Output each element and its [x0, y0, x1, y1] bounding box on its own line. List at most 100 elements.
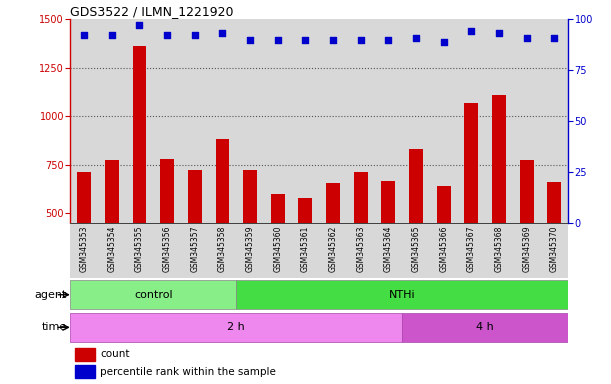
Text: GSM345365: GSM345365 [412, 225, 420, 272]
Bar [375, 223, 402, 278]
Text: 4 h: 4 h [477, 322, 494, 333]
Text: GSM345363: GSM345363 [356, 225, 365, 272]
Bar [409, 149, 423, 310]
Bar [264, 223, 291, 278]
Text: GSM345354: GSM345354 [108, 225, 116, 272]
Bar [458, 19, 485, 223]
Bar [77, 172, 91, 310]
Text: GSM345369: GSM345369 [522, 225, 531, 272]
Point [134, 22, 144, 28]
Text: GSM345358: GSM345358 [218, 225, 227, 272]
Text: control: control [134, 290, 172, 300]
Point [467, 28, 477, 35]
Bar [492, 95, 506, 310]
Text: GSM345356: GSM345356 [163, 225, 172, 272]
Bar [381, 181, 395, 310]
Bar [402, 19, 430, 223]
Bar [375, 19, 402, 223]
Text: GSM345357: GSM345357 [190, 225, 199, 272]
Point [218, 30, 227, 36]
Text: GSM345367: GSM345367 [467, 225, 476, 272]
Bar [98, 223, 126, 278]
Bar [485, 19, 513, 223]
Point [549, 35, 559, 41]
Point [328, 36, 338, 43]
Text: GSM345353: GSM345353 [79, 225, 89, 272]
Bar [98, 19, 126, 223]
Bar [243, 170, 257, 310]
Bar [236, 19, 264, 223]
Point [522, 35, 532, 41]
Bar [299, 199, 312, 310]
Bar [126, 19, 153, 223]
Bar [208, 223, 236, 278]
Text: GSM345359: GSM345359 [246, 225, 255, 272]
Bar [70, 280, 236, 310]
Text: GDS3522 / ILMN_1221920: GDS3522 / ILMN_1221920 [70, 5, 234, 18]
Bar [70, 19, 98, 223]
Bar [464, 103, 478, 310]
Text: GSM345362: GSM345362 [329, 225, 338, 272]
Point [273, 36, 283, 43]
Point [301, 36, 310, 43]
Bar [402, 223, 430, 278]
Bar [320, 223, 347, 278]
Bar [126, 223, 153, 278]
Bar [264, 19, 291, 223]
Bar [75, 365, 95, 378]
Bar [291, 223, 320, 278]
Bar [160, 159, 174, 310]
Bar [485, 223, 513, 278]
Text: time: time [42, 322, 67, 333]
Text: GSM345366: GSM345366 [439, 225, 448, 272]
Bar [105, 160, 119, 310]
Bar [70, 223, 98, 278]
Bar [291, 19, 320, 223]
Text: GSM345360: GSM345360 [273, 225, 282, 272]
Text: NTHi: NTHi [389, 290, 415, 300]
Bar [153, 223, 181, 278]
Point [162, 32, 172, 38]
Text: count: count [100, 349, 130, 359]
Point [356, 36, 365, 43]
Point [107, 32, 117, 38]
Text: GSM345355: GSM345355 [135, 225, 144, 272]
Text: 2 h: 2 h [227, 322, 245, 333]
Text: GSM345368: GSM345368 [494, 225, 503, 272]
Bar [458, 223, 485, 278]
Bar [520, 160, 533, 310]
Bar [347, 19, 375, 223]
Bar [513, 223, 541, 278]
Bar [133, 46, 147, 310]
Point [190, 32, 200, 38]
Bar [181, 19, 208, 223]
Bar [430, 19, 458, 223]
Bar [347, 223, 375, 278]
Point [384, 36, 393, 43]
Text: agent: agent [35, 290, 67, 300]
Point [439, 38, 448, 45]
Bar [181, 223, 208, 278]
Bar [271, 194, 285, 310]
Point [494, 30, 504, 36]
Point [411, 35, 421, 41]
Bar [541, 19, 568, 223]
Text: GSM345370: GSM345370 [550, 225, 559, 272]
Point [245, 36, 255, 43]
Text: GSM345364: GSM345364 [384, 225, 393, 272]
Bar [513, 19, 541, 223]
Bar [188, 170, 202, 310]
Bar [402, 313, 568, 342]
Point [79, 32, 89, 38]
Bar [236, 280, 568, 310]
Bar [70, 313, 402, 342]
Text: GSM345361: GSM345361 [301, 225, 310, 272]
Bar [547, 182, 562, 310]
Bar [75, 348, 95, 361]
Bar [320, 19, 347, 223]
Bar [354, 172, 368, 310]
Bar [153, 19, 181, 223]
Bar [208, 19, 236, 223]
Bar [430, 223, 458, 278]
Bar [236, 223, 264, 278]
